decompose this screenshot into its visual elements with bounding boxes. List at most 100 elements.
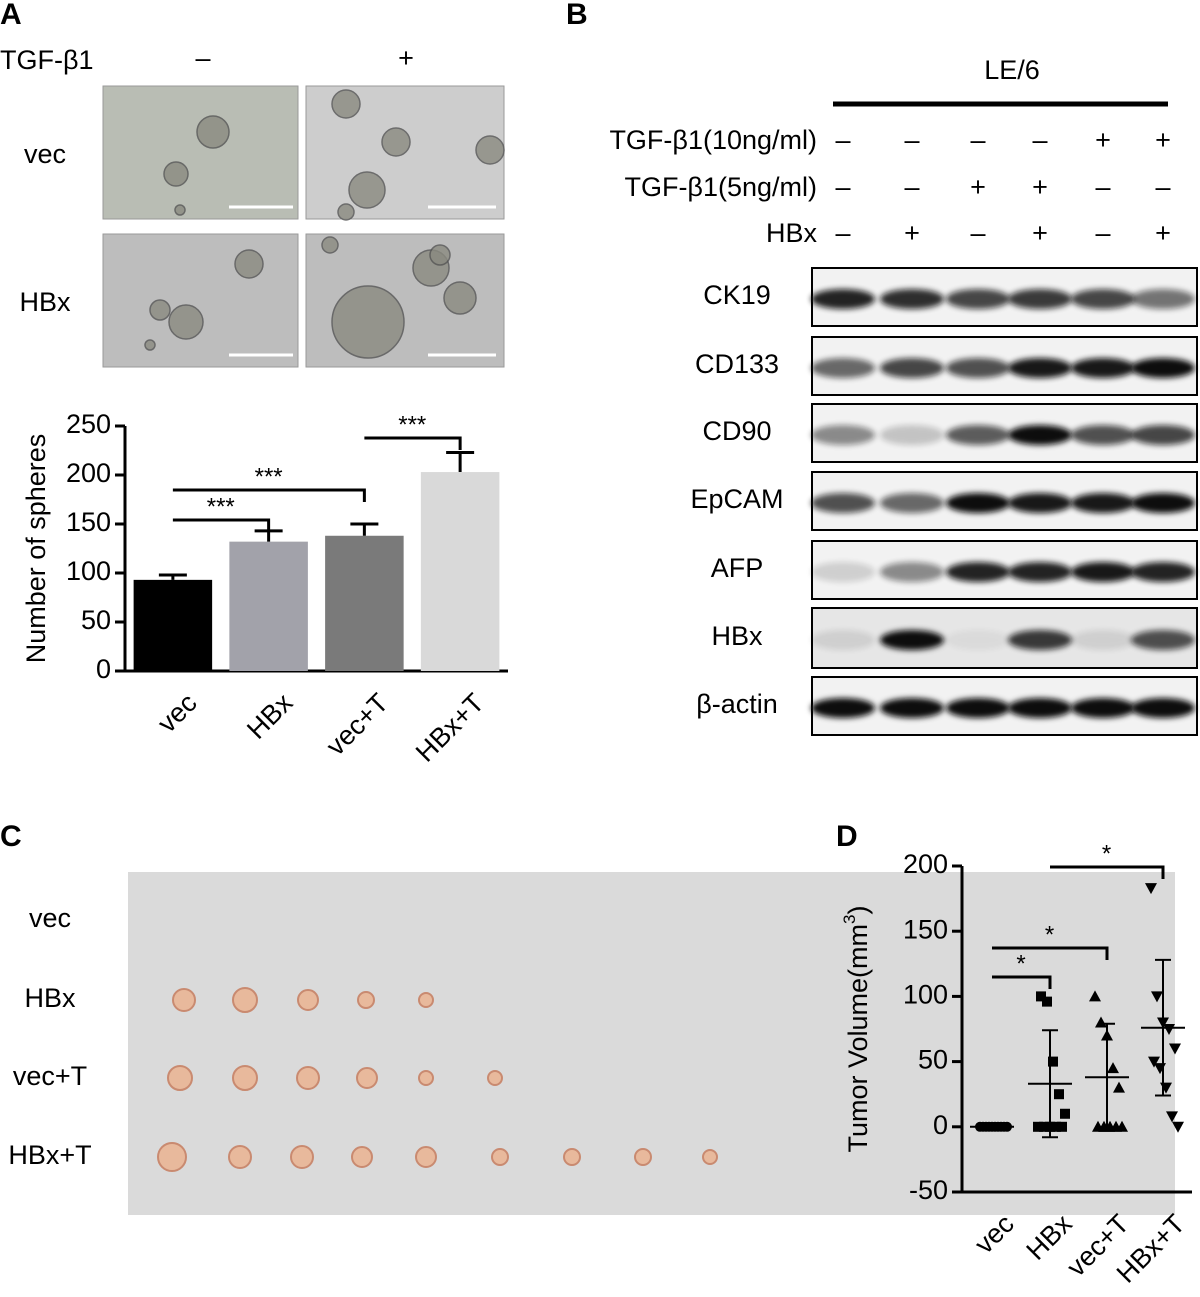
- data-point: [1033, 1121, 1043, 1132]
- blot-band: [1071, 493, 1135, 513]
- blot-band: [946, 289, 1010, 309]
- bar: [229, 541, 308, 671]
- error-bar: [158, 573, 187, 580]
- error-bar: [446, 450, 475, 473]
- significance-label: ***: [207, 493, 235, 520]
- y-tick-label: 250: [66, 409, 111, 439]
- significance-label: *: [1102, 840, 1111, 867]
- sphere: [163, 161, 189, 187]
- blot-band: [1071, 425, 1135, 445]
- blot-band: [880, 562, 944, 582]
- tumor: [357, 991, 375, 1009]
- lane-sign: –: [1095, 172, 1110, 202]
- significance-bracket: [364, 436, 462, 450]
- data-point: [1172, 1121, 1184, 1133]
- blot-band: [946, 698, 1010, 718]
- row-label: HBx: [24, 983, 76, 1013]
- condition-label: TGF-β1(10ng/ml): [609, 125, 817, 155]
- x-tick-label: HBx: [241, 687, 299, 745]
- y-axis-label: Number of spheres: [21, 434, 51, 664]
- blot-band: [1131, 562, 1195, 582]
- blot-band: [880, 493, 944, 513]
- data-point: [1048, 1056, 1058, 1067]
- data-point: [1169, 1043, 1181, 1055]
- lane-sign: –: [1095, 218, 1110, 248]
- blot-band: [946, 630, 1010, 650]
- blot-band: [1008, 289, 1072, 309]
- blot-band: [1131, 289, 1195, 309]
- micrograph: [102, 233, 299, 368]
- blot-band: [946, 493, 1010, 513]
- x-tick-label: vec: [152, 688, 203, 739]
- sphere: [429, 244, 451, 266]
- blot-band: [1071, 289, 1135, 309]
- lane-sign: –: [1155, 172, 1170, 202]
- significance-label: ***: [255, 463, 283, 490]
- tumor: [228, 1145, 252, 1169]
- tumor: [415, 1146, 437, 1168]
- significance-bracket: [172, 488, 366, 502]
- blot-band: [880, 358, 944, 378]
- y-tick-label: 50: [81, 605, 111, 635]
- significance-bracket: [172, 518, 271, 532]
- sphere: [149, 299, 171, 321]
- data-point: [1113, 1081, 1125, 1093]
- y-tick-label: 200: [903, 849, 948, 879]
- tumor: [634, 1148, 652, 1166]
- blot-band: [1071, 630, 1135, 650]
- error-bar: [1042, 1029, 1058, 1139]
- y-tick-label: 0: [96, 654, 111, 684]
- data-point: [1166, 1111, 1178, 1123]
- lane-sign: +: [1032, 172, 1048, 202]
- lane-sign: –: [1032, 125, 1047, 155]
- bar: [133, 579, 213, 671]
- significance-bracket: [992, 975, 1052, 989]
- lane-sign: –: [835, 172, 850, 202]
- tumor: [172, 988, 196, 1012]
- treatment-sign: –: [195, 43, 210, 73]
- data-point: [1060, 1108, 1070, 1119]
- data-point: [1107, 1062, 1119, 1074]
- sphere: [331, 285, 405, 359]
- tumor: [232, 987, 258, 1013]
- tumor: [418, 1070, 434, 1086]
- tumor: [167, 1065, 193, 1091]
- significance-label: *: [1045, 921, 1054, 948]
- tumor: [702, 1149, 718, 1165]
- tumor: [232, 1065, 258, 1091]
- data-point: [1148, 1056, 1160, 1068]
- sphere: [381, 127, 411, 157]
- blot-band: [1131, 698, 1195, 718]
- panel-label: B: [566, 0, 588, 31]
- tumor: [487, 1070, 503, 1086]
- sphere: [475, 135, 505, 165]
- y-tick-label: 150: [66, 507, 111, 537]
- blot-band: [880, 630, 944, 650]
- protein-label: AFP: [711, 553, 764, 583]
- blot-band: [811, 698, 875, 718]
- protein-label: β-actin: [696, 689, 778, 719]
- row-label: vec: [24, 139, 66, 169]
- lane-sign: –: [970, 218, 985, 248]
- tumor: [351, 1146, 373, 1168]
- blot-band: [880, 698, 944, 718]
- blot-band: [811, 562, 875, 582]
- blot-band: [1131, 493, 1195, 513]
- lane-sign: +: [904, 218, 920, 248]
- y-tick-label: 150: [903, 914, 948, 944]
- error-bar: [1155, 958, 1171, 1097]
- sphere: [321, 236, 339, 254]
- bar: [420, 472, 500, 671]
- sphere: [443, 281, 477, 315]
- sphere: [144, 339, 156, 351]
- blot-band: [1131, 425, 1195, 445]
- data-point: [1089, 990, 1101, 1002]
- micrograph: [102, 85, 299, 220]
- row-label: vec: [29, 903, 71, 933]
- data-point: [1151, 991, 1163, 1003]
- tumor: [563, 1148, 581, 1166]
- condition-label: HBx: [766, 218, 818, 248]
- blot-band: [946, 358, 1010, 378]
- y-tick-label: -50: [909, 1175, 948, 1205]
